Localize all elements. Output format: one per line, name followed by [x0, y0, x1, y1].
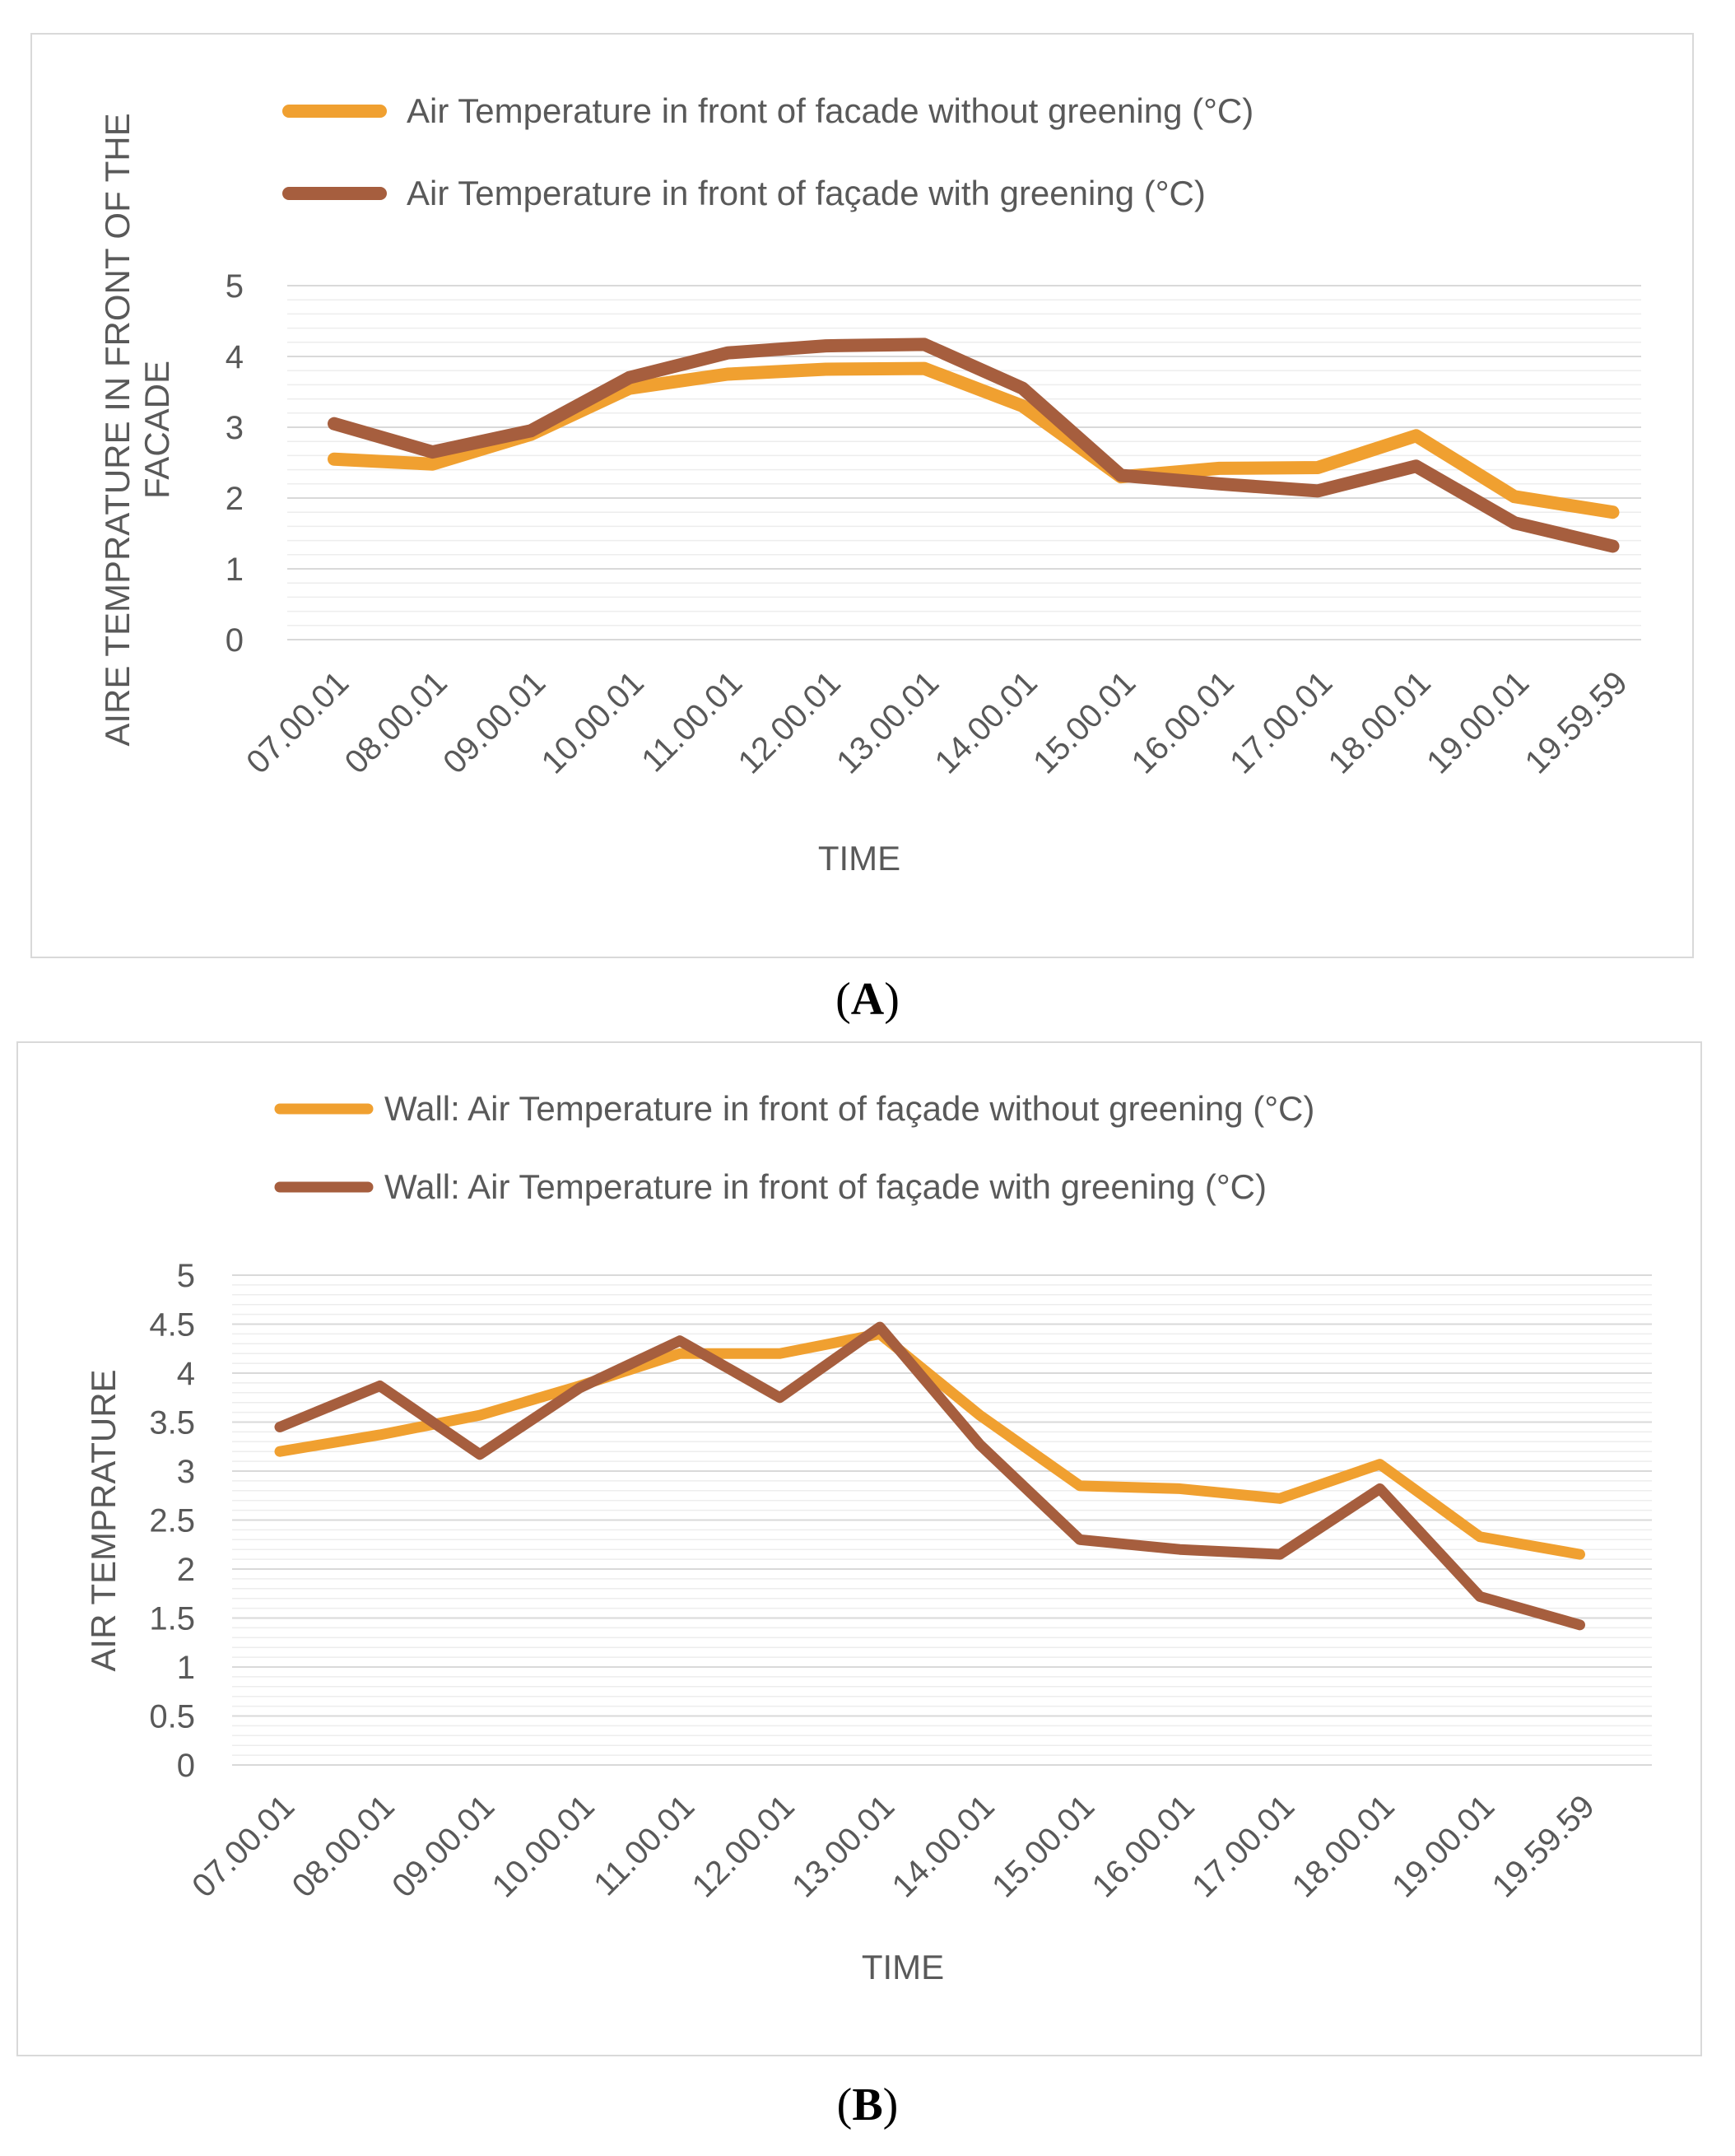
chart-panel-a: 0 1 2 3 4 5 07.00.01 08.00.01 09.00.01 10.00.01 11… — [30, 33, 1694, 958]
x-tick-label: 11.00.01 — [635, 664, 749, 779]
x-tick-label: 08.00.01 — [338, 664, 454, 780]
panel-label-b: B — [852, 2079, 883, 2130]
y-tick-label: 4.5 — [149, 1307, 195, 1343]
x-tick-label: 10.00.01 — [535, 664, 651, 780]
x-tick-label: 10.00.01 — [486, 1788, 602, 1904]
y-tick-label: 4 — [226, 339, 244, 375]
x-tick-label: 09.00.01 — [436, 664, 552, 780]
y-tick-label: 4 — [177, 1356, 195, 1392]
x-axis-title: TIME — [862, 1948, 944, 1986]
x-tick-label: 08.00.01 — [286, 1788, 402, 1904]
x-tick-label: 19.59.59 — [1519, 664, 1635, 780]
legend-label-2: Wall: Air Temperature in front of façade… — [384, 1167, 1267, 1206]
y-tick-label: 2 — [177, 1552, 195, 1588]
legend-label-1: Wall: Air Temperature in front of façade… — [384, 1089, 1314, 1128]
y-tick-label: 2.5 — [149, 1503, 195, 1539]
chart-panel-b: 0 0.5 1 1.5 2 2.5 3 3.5 4 4.5 5 07.00.01 08.00.01 09.… — [16, 1041, 1702, 2056]
panel-label-a: A — [850, 974, 885, 1025]
x-tick-label: 14.00.01 — [928, 664, 1044, 780]
series-line-1 — [274, 1328, 1585, 1560]
y-tick-label: 3.5 — [149, 1405, 195, 1441]
y-tick-label: 1.5 — [149, 1601, 195, 1637]
x-tick-label: 19.00.01 — [1385, 1788, 1501, 1904]
panel-caption-a: (A) — [835, 974, 900, 1025]
x-tick-label: 17.00.01 — [1185, 1788, 1301, 1904]
legend-label-1: Air Temperature in front of facade witho… — [407, 91, 1254, 130]
series-line-2 — [274, 1321, 1585, 1631]
y-tick-label: 3 — [226, 410, 244, 446]
y-tick-label: 2 — [226, 481, 244, 517]
x-axis-title: TIME — [818, 839, 900, 878]
x-tick-label: 07.00.01 — [185, 1788, 301, 1904]
x-tick-label: 15.00.01 — [1026, 664, 1142, 780]
x-tick-label: 18.00.01 — [1322, 664, 1438, 780]
y-tick-label: 5 — [177, 1258, 195, 1294]
y-tick-label: 3 — [177, 1454, 195, 1490]
y-tick-label: 1 — [226, 552, 244, 588]
x-tick-label: 19.00.01 — [1420, 664, 1536, 780]
x-tick-label: 14.00.01 — [886, 1788, 1002, 1904]
x-tick-label: 12.00.01 — [732, 664, 848, 780]
y-tick-label: 0 — [226, 622, 244, 659]
x-tick-label: 18.00.01 — [1286, 1788, 1402, 1904]
y-tick-label: 1 — [177, 1650, 195, 1686]
x-tick-label: 15.00.01 — [985, 1788, 1101, 1904]
x-tick-label: 13.00.01 — [830, 664, 946, 780]
x-tick-label: 09.00.01 — [385, 1788, 501, 1904]
line-chart-b: 0 0.5 1 1.5 2 2.5 3 3.5 4 4.5 5 07.00.0108.00.0109.… — [84, 1089, 1652, 1986]
series-line-1 — [328, 361, 1620, 519]
x-tick-label: 11.00.01 — [587, 1788, 701, 1902]
y-axis-title: AIR TEMPRATURE — [84, 1369, 123, 1671]
line-chart-a: 0 1 2 3 4 5 07.00.0108.00.0109.00.0110.00.0111… — [98, 91, 1641, 878]
x-tick-label: 12.00.01 — [686, 1788, 802, 1904]
x-tick-label: 17.00.01 — [1223, 664, 1339, 780]
x-tick-label: 16.00.01 — [1086, 1788, 1202, 1904]
y-tick-label: 0 — [177, 1748, 195, 1784]
x-tick-label: 19.59.59 — [1486, 1788, 1602, 1904]
x-tick-label: 13.00.01 — [785, 1788, 901, 1904]
y-axis-title: FACADE — [137, 361, 176, 499]
legend-label-2: Air Temperature in front of façade with … — [407, 174, 1206, 212]
y-axis-title: AIRE TEMPRATURE IN FRONT OF THE — [98, 113, 137, 746]
y-tick-label: 5 — [226, 268, 244, 305]
y-tick-label: 0.5 — [149, 1699, 195, 1735]
series-line-2 — [328, 338, 1620, 553]
x-tick-label: 07.00.01 — [240, 664, 356, 780]
x-tick-label: 16.00.01 — [1125, 664, 1241, 780]
panel-caption-b: (B) — [836, 2079, 899, 2130]
